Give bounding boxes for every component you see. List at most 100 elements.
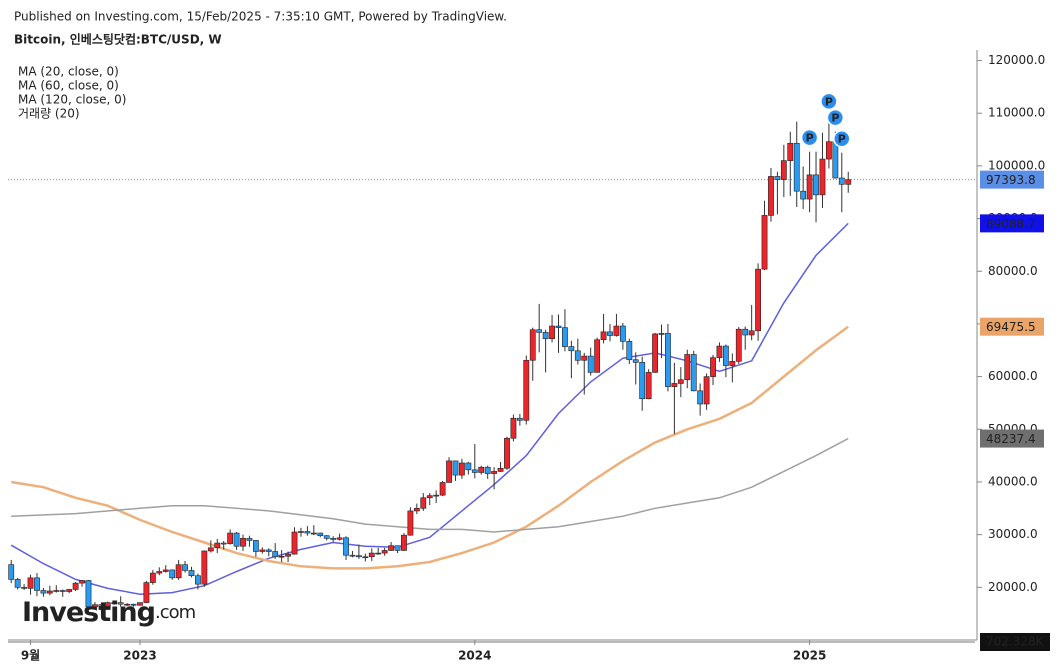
candle-body (336, 537, 343, 540)
price-label-box (980, 429, 1044, 448)
candle-body (362, 556, 369, 559)
candle-body (240, 538, 246, 547)
candle-body (652, 333, 658, 373)
candle-body (813, 174, 819, 196)
candle-body (368, 552, 375, 558)
candle-body (317, 532, 324, 536)
candle-body (349, 554, 356, 557)
candle-body (574, 350, 581, 361)
candle-body (426, 495, 433, 499)
ma-line (11, 437, 849, 533)
y-tick-label: 100000.0 (988, 158, 1045, 172)
published-note: Published on Investing.com, 15/Feb/2025 … (14, 10, 507, 24)
candle-body (504, 437, 510, 469)
volume-label: 702.328K (986, 635, 1045, 649)
marker (833, 129, 851, 148)
candle-body (92, 604, 98, 608)
legend-entry: MA (120, close, 0) (18, 93, 126, 107)
candle-body (780, 160, 787, 180)
candle-body (735, 328, 742, 362)
candle-body (690, 354, 697, 392)
candle-body (298, 531, 304, 533)
candle-body (497, 467, 504, 472)
y-tick-label: 40000.0 (988, 474, 1038, 488)
candle-body (259, 549, 266, 552)
marker-label: P (831, 112, 839, 125)
price-label: 48237.4 (986, 432, 1036, 446)
candle-body (671, 383, 678, 387)
candle-body (214, 542, 221, 549)
ma-line (10, 222, 849, 595)
candle-body (265, 549, 272, 552)
candle-body (40, 590, 47, 594)
x-tick-label: 2023 (123, 649, 156, 663)
y-tick-label: 30000.0 (988, 527, 1038, 541)
marker (800, 128, 819, 147)
candle-body (478, 466, 485, 473)
chart-title: Bitcoin, 인베스팅닷컴:BTC/USD, W (14, 32, 222, 47)
candle-body (439, 482, 446, 496)
candle-body (233, 532, 240, 547)
candle-body (665, 333, 671, 387)
price-label-box (980, 214, 1044, 233)
candle-body (343, 537, 349, 556)
candle-body (272, 551, 279, 558)
candle-body (201, 550, 208, 585)
candle-body (330, 538, 337, 540)
legend-entry: 거래량 (20) (18, 107, 80, 121)
candle-body (774, 176, 781, 180)
candle-body (227, 532, 234, 544)
candle-body (787, 142, 794, 161)
candle-body (536, 329, 543, 333)
candle-body (832, 141, 839, 179)
candle-body (549, 325, 555, 339)
candle-body (452, 460, 459, 476)
candle-body (484, 466, 491, 474)
candle-body (491, 471, 498, 474)
candle-body (149, 572, 156, 583)
candle-body (742, 328, 749, 336)
candle-body (600, 331, 607, 341)
candle-body (710, 357, 716, 377)
y-tick-label: 60000.0 (988, 369, 1038, 383)
logo-word: Investing (22, 597, 155, 628)
candle-body (761, 215, 768, 270)
candle-body (14, 579, 21, 588)
candle-body (66, 589, 73, 592)
candle-body (793, 142, 800, 192)
x-tick-label: 9월 (21, 648, 40, 663)
candle-body (220, 542, 227, 545)
candle-body (130, 603, 137, 606)
candle-body (252, 540, 259, 552)
candle-body (471, 469, 478, 473)
candle-body (407, 510, 414, 536)
price-label: 69475.5 (986, 320, 1036, 334)
candle-body (523, 359, 530, 421)
candle-body (85, 580, 92, 608)
candle-body (684, 354, 691, 381)
candle-body (8, 564, 15, 580)
candle-body (356, 555, 362, 558)
candle-body (800, 190, 807, 200)
volume-label-box (980, 633, 1050, 651)
candle-body (188, 570, 195, 577)
candle-body (465, 462, 472, 471)
candle-body (124, 603, 131, 606)
candle-body (111, 602, 118, 604)
candle-body (137, 602, 143, 606)
candle-body (310, 532, 317, 535)
candle-body (748, 330, 755, 336)
marker-label: P (806, 132, 814, 145)
candle-body (619, 325, 626, 342)
candle-body (162, 569, 169, 572)
candle-body (658, 333, 665, 335)
candle-body (607, 331, 613, 336)
candle-body (703, 376, 710, 405)
candle-body (46, 590, 53, 594)
candle-body (182, 564, 188, 571)
candle-body (529, 329, 536, 361)
x-tick-label: 2025 (793, 649, 826, 663)
candle-body (581, 355, 588, 361)
candle-body (510, 417, 517, 439)
